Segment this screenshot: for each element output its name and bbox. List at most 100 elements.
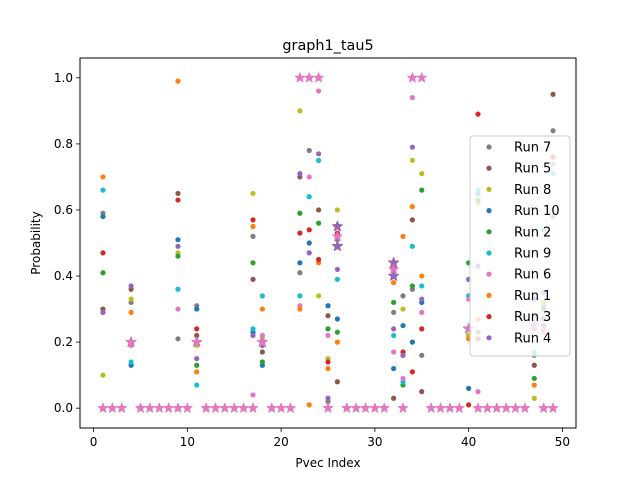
data-point-run-2 [297, 210, 303, 216]
legend-label: Run 8 [514, 183, 551, 198]
data-point-run-10 [175, 237, 181, 243]
data-point-run-7 [175, 336, 181, 342]
data-point-run-8 [250, 190, 256, 197]
data-point-run-4 [306, 250, 312, 256]
data-point-run-5 [419, 389, 425, 395]
legend-marker [486, 314, 492, 320]
data-point-run-4 [128, 283, 134, 289]
star-marker [547, 401, 559, 414]
data-point-run-3 [325, 359, 331, 365]
data-point-run-3 [475, 111, 481, 117]
data-point-run-4 [409, 144, 415, 150]
legend-marker [486, 271, 492, 277]
star-marker-highlight [387, 269, 400, 282]
star-marker [387, 263, 400, 275]
data-point-run-9 [259, 293, 265, 299]
y-axis-ticks: 0.0 0.2 0.4 0.6 0.8 1.0 [54, 71, 80, 415]
data-point-run-9 [175, 286, 181, 292]
data-point-run-9 [250, 326, 256, 332]
data-point-run-3 [194, 326, 200, 332]
legend-marker [486, 186, 492, 192]
data-point-run-10 [409, 339, 415, 345]
star-marker [453, 401, 466, 414]
data-point-run-2 [175, 253, 181, 259]
star-marker [247, 401, 259, 414]
star-marker [125, 335, 138, 348]
legend-label: Run 10 [514, 204, 560, 219]
data-point-run-10 [100, 213, 106, 220]
data-point-run-4 [297, 171, 303, 177]
star-marker [115, 401, 128, 414]
data-point-run-1 [325, 365, 331, 372]
legend-marker [486, 144, 492, 150]
x-tick-label: 0 [90, 435, 98, 449]
data-point-run-8 [400, 306, 406, 312]
data-point-run-9 [194, 382, 200, 388]
data-point-run-10 [325, 303, 331, 309]
data-point-run-3 [466, 402, 472, 408]
data-point-run-4 [325, 395, 331, 401]
x-tick-label: 40 [461, 435, 476, 449]
data-point-run-5 [259, 349, 265, 355]
star-marker [284, 401, 297, 414]
data-point-run-5 [334, 379, 340, 385]
data-point-run-4 [400, 352, 406, 358]
data-point-run-2 [419, 187, 425, 193]
y-tick-label: 0.4 [54, 269, 73, 283]
star-marker [518, 401, 531, 414]
data-point-run-9 [316, 157, 322, 164]
data-point-run-3 [175, 197, 181, 203]
star-marker [190, 335, 203, 348]
data-point-run-6 [391, 349, 397, 355]
y-tick-label: 0.2 [54, 335, 73, 349]
star-marker [312, 71, 325, 83]
legend-label: Run 7 [514, 141, 551, 156]
data-point-run-6 [250, 392, 256, 398]
legend-label: Run 4 [514, 331, 551, 346]
data-point-run-6 [316, 88, 322, 94]
star-marker [378, 401, 391, 414]
data-point-run-2 [531, 375, 537, 382]
y-tick-label: 0.6 [54, 203, 73, 217]
y-axis-label: Probability [29, 211, 43, 274]
data-point-run-9 [409, 243, 415, 249]
data-point-run-3 [419, 326, 425, 332]
data-point-run-2 [250, 260, 256, 266]
x-axis-label: Pvec Index [295, 456, 360, 470]
data-point-run-1 [531, 382, 537, 388]
data-point-run-5 [316, 207, 322, 213]
legend-marker [486, 208, 492, 214]
legend-label: Run 2 [514, 225, 551, 240]
legend-label: Run 3 [514, 310, 551, 325]
data-point-run-1 [334, 339, 340, 345]
x-tick-label: 50 [555, 435, 570, 449]
data-point-run-3 [316, 256, 322, 263]
data-point-run-8 [128, 296, 134, 302]
data-point-run-8 [100, 372, 106, 378]
legend-marker [486, 335, 492, 341]
data-point-run-1 [259, 306, 265, 312]
data-point-run-8 [334, 207, 340, 213]
data-point-run-2 [391, 299, 397, 306]
data-point-run-7 [297, 270, 303, 276]
legend-marker [486, 250, 492, 256]
data-point-run-5 [550, 91, 556, 97]
star-marker [331, 230, 344, 242]
axes-frame [79, 57, 577, 429]
data-point-run-2 [334, 329, 340, 335]
data-point-run-9 [100, 187, 106, 193]
data-point-run-6 [175, 306, 181, 312]
data-point-run-1 [100, 174, 106, 180]
x-tick-label: 30 [367, 435, 382, 449]
data-point-run-3 [409, 369, 415, 375]
data-point-run-6 [409, 95, 415, 101]
star-marker [181, 401, 194, 414]
data-point-run-10 [194, 306, 200, 312]
data-point-run-4 [175, 243, 181, 249]
legend-label: Run 5 [514, 162, 551, 177]
legend: Run 7 Run 5 Run 8 Run 10 Run 2 Run 9 Run 6 Run … [469, 135, 571, 357]
y-tick-label: 0.8 [54, 137, 73, 151]
data-point-run-1 [400, 233, 406, 239]
